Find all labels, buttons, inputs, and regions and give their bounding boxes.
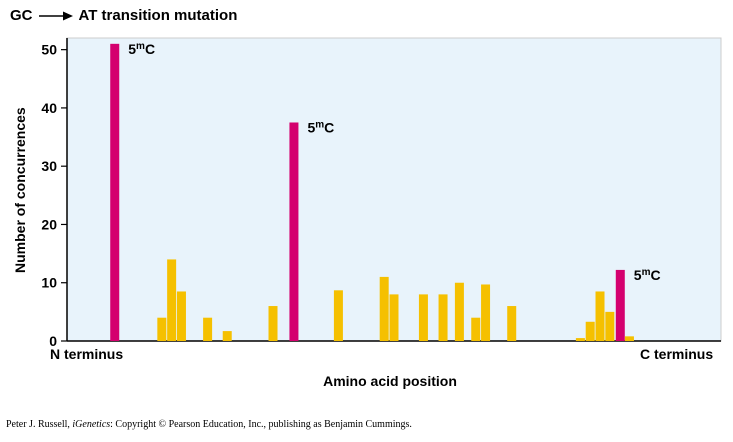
y-axis-label: Number of concurrences	[12, 107, 28, 273]
bar	[203, 317, 213, 341]
y-tick-label: 30	[41, 158, 57, 174]
bar	[481, 284, 491, 341]
hotspot-bar	[110, 43, 120, 341]
x-axis-start-label: N terminus	[50, 346, 124, 362]
hotspot-label: 5mC	[634, 267, 661, 283]
bar	[157, 317, 167, 341]
y-ticks: 0 10 20 30 40 50	[41, 42, 67, 349]
bar	[471, 317, 481, 341]
bar	[389, 294, 399, 341]
title-left: GC	[10, 7, 33, 24]
hotspot-label: 5mC	[128, 41, 155, 57]
bar	[605, 311, 615, 341]
bar	[575, 338, 585, 341]
bar	[418, 294, 428, 341]
credit-author: Peter J. Russell,	[6, 419, 73, 430]
title-right: AT transition mutation	[78, 7, 238, 24]
bar	[379, 276, 389, 341]
x-axis-label: Amino acid position	[323, 373, 457, 389]
copyright-credit: Peter J. Russell, iGenetics: Copyright ©…	[6, 419, 412, 430]
y-tick-label: 50	[41, 42, 57, 58]
chart-title: GC AT transition mutation	[10, 7, 237, 24]
bars	[110, 43, 634, 341]
credit-copyright: : Copyright © Pearson Education, Inc., p…	[110, 419, 412, 430]
arrow-right-icon	[38, 11, 73, 20]
bar	[624, 336, 634, 341]
bar	[268, 306, 278, 341]
bar	[222, 331, 232, 341]
credit-book-title: iGenetics	[72, 419, 111, 430]
bar	[585, 321, 595, 341]
hotspot-bar	[615, 269, 625, 341]
hotspot-labels: 5mC 5mC 5mC	[128, 41, 660, 283]
bar	[167, 259, 177, 341]
bar	[333, 290, 343, 341]
hotspot-label: 5mC	[307, 119, 334, 135]
y-tick-label: 0	[49, 333, 57, 349]
y-tick-label: 10	[41, 275, 57, 291]
hotspot-bar	[289, 122, 299, 341]
y-tick-label: 40	[41, 100, 57, 116]
bar	[595, 291, 605, 341]
x-axis-end-label: C terminus	[640, 346, 714, 362]
bar	[176, 291, 186, 341]
bar	[438, 294, 448, 341]
bar	[454, 282, 464, 341]
y-tick-label: 20	[41, 216, 57, 232]
bar	[507, 306, 517, 341]
